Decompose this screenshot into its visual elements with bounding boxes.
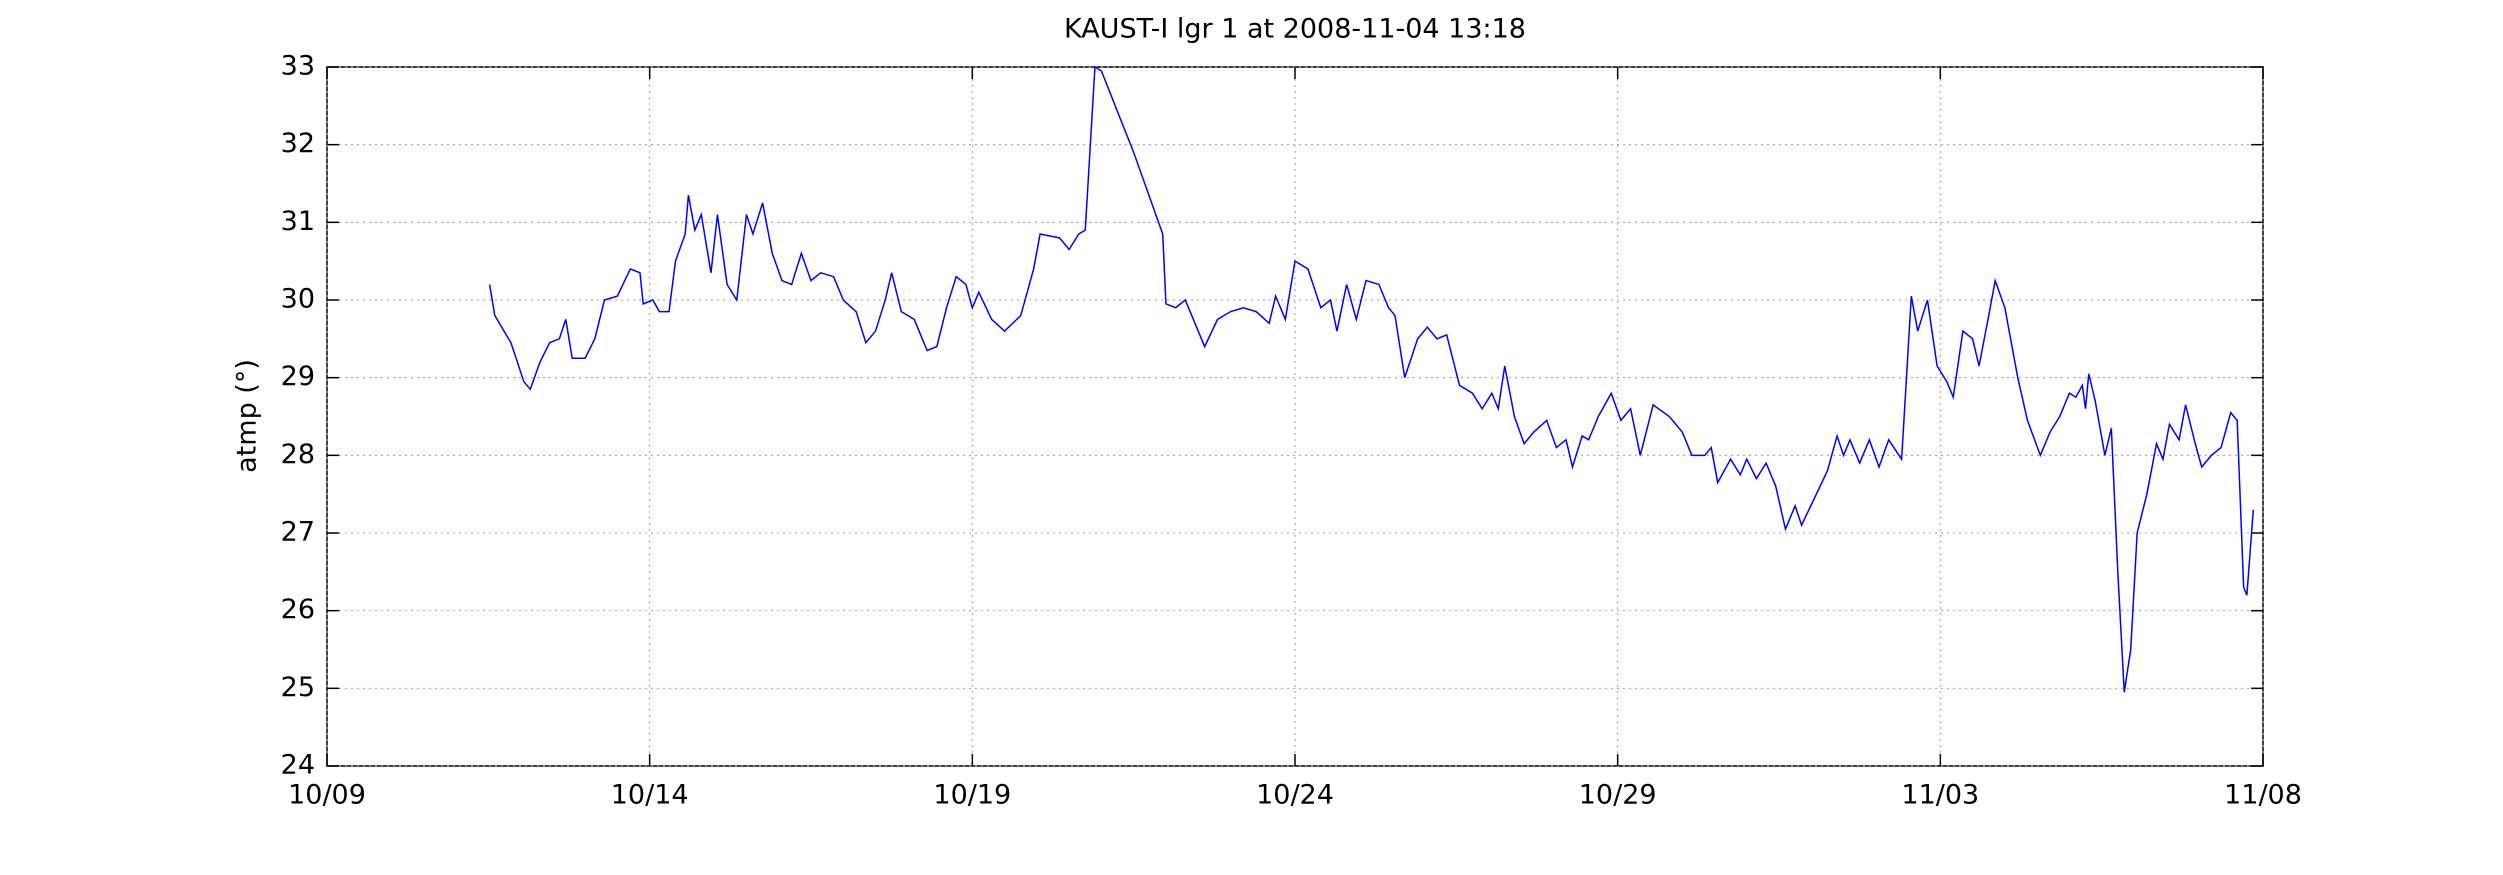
x-tick-label: 11/03	[1901, 780, 1979, 811]
y-tick-label: 27	[281, 517, 315, 548]
y-tick-label: 33	[281, 51, 315, 82]
x-tick-label: 10/19	[933, 780, 1011, 811]
y-tick-label: 32	[281, 128, 315, 159]
y-axis-label: atmp (°)	[232, 359, 263, 473]
chart-title: KAUST-I lgr 1 at 2008-11-04 13:18	[1064, 14, 1526, 45]
y-tick-label: 24	[281, 750, 315, 781]
x-tick-label: 10/24	[1256, 780, 1334, 811]
y-tick-label: 30	[281, 284, 315, 315]
y-tick-label: 29	[281, 361, 315, 392]
x-tick-label: 11/08	[2224, 780, 2302, 811]
y-tick-label: 25	[281, 672, 315, 703]
y-tick-label: 26	[281, 594, 315, 625]
y-tick-label: 31	[281, 206, 315, 237]
x-tick-label: 10/29	[1579, 780, 1657, 811]
y-tick-label: 28	[281, 439, 315, 470]
data-line	[488, 65, 2255, 693]
x-tick-label: 10/14	[611, 780, 689, 811]
x-tick-label: 10/09	[288, 780, 366, 811]
